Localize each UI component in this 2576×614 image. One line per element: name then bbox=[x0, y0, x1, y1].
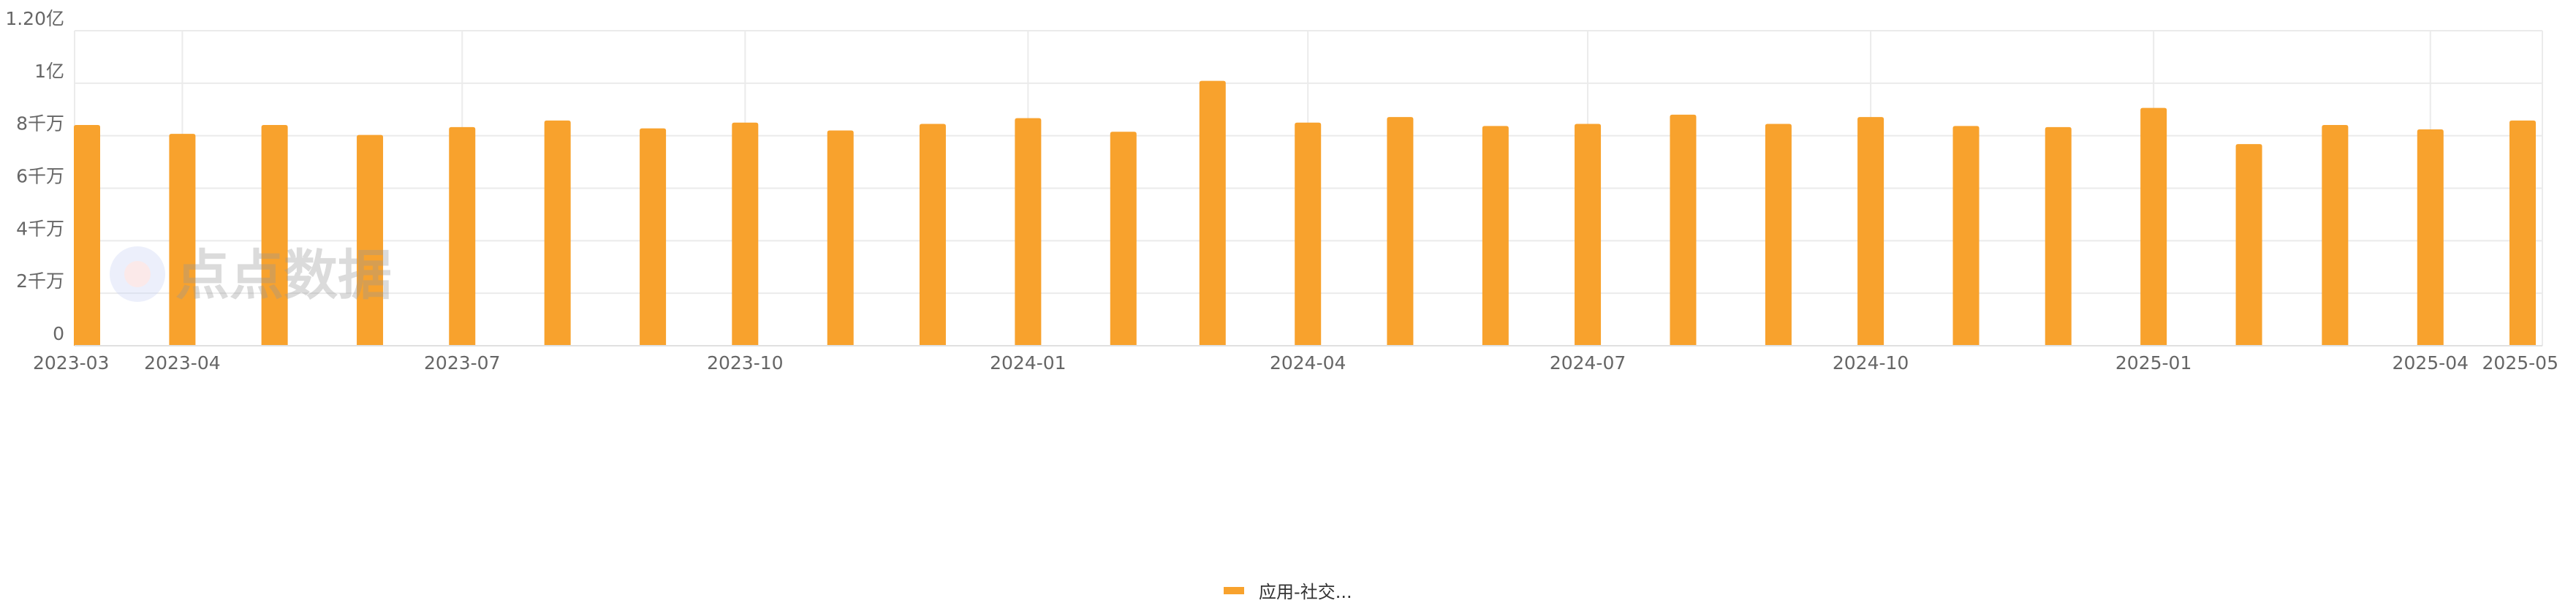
x-tick-label: 2024-10 bbox=[1833, 352, 1909, 374]
y-tick-label: 1.20亿 bbox=[5, 8, 64, 29]
x-tick-label: 2024-07 bbox=[1550, 352, 1626, 374]
y-tick-label: 1亿 bbox=[34, 61, 64, 82]
bar-2024-08 bbox=[1670, 114, 1697, 346]
legend-label: 应用-社交... bbox=[1259, 582, 1352, 602]
bar-2024-04 bbox=[1295, 122, 1322, 346]
x-tick-label: 2024-01 bbox=[990, 352, 1066, 374]
bar-2025-04 bbox=[2417, 129, 2444, 346]
bar-2024-07 bbox=[1575, 124, 1602, 346]
y-tick-label: 6千万 bbox=[16, 166, 64, 187]
bar-2023-11 bbox=[827, 130, 854, 346]
x-tick-label: 2023-04 bbox=[144, 352, 220, 374]
x-tick-label: 2023-03 bbox=[33, 352, 109, 374]
bar-2025-02 bbox=[2235, 144, 2262, 346]
bar-2024-11 bbox=[1952, 126, 1980, 346]
legend[interactable]: 应用-社交... bbox=[0, 577, 2576, 603]
bar-2024-09 bbox=[1765, 124, 1792, 346]
bar-2023-12 bbox=[919, 124, 946, 346]
bar-2023-05 bbox=[261, 124, 288, 346]
x-tick-label: 2025-01 bbox=[2115, 352, 2192, 374]
bar-2025-03 bbox=[2322, 124, 2349, 346]
bar-2023-03 bbox=[74, 124, 100, 346]
x-tick-label: 2024-04 bbox=[1270, 352, 1346, 374]
bar-2023-07 bbox=[449, 126, 476, 346]
legend-swatch bbox=[1224, 586, 1245, 594]
x-tick-label: 2023-07 bbox=[424, 352, 500, 374]
bar-2023-08 bbox=[544, 120, 571, 346]
bar-2025-01 bbox=[2140, 107, 2167, 346]
x-tick-label: 2025-05 bbox=[2482, 352, 2558, 374]
x-tick-label: 2025-04 bbox=[2393, 352, 2469, 374]
bar-2024-05 bbox=[1387, 117, 1414, 346]
bar-2023-06 bbox=[357, 134, 384, 346]
bar-2025-05 bbox=[2509, 120, 2536, 346]
bar-2024-02 bbox=[1110, 132, 1137, 346]
x-tick-label: 2023-10 bbox=[707, 352, 783, 374]
y-tick-label: 0 bbox=[53, 323, 64, 344]
bar-2024-03 bbox=[1199, 80, 1226, 346]
bar-2024-06 bbox=[1482, 126, 1509, 346]
bar-2024-12 bbox=[2045, 126, 2072, 346]
bar-2023-10 bbox=[732, 122, 759, 346]
bar-2024-01 bbox=[1015, 118, 1042, 346]
bar-2023-09 bbox=[640, 128, 667, 346]
y-tick-label: 4千万 bbox=[16, 218, 64, 239]
bar-2024-10 bbox=[1857, 117, 1884, 346]
bar-2023-04 bbox=[169, 134, 196, 346]
y-tick-label: 2千万 bbox=[16, 270, 64, 292]
y-tick-label: 8千万 bbox=[16, 113, 64, 134]
